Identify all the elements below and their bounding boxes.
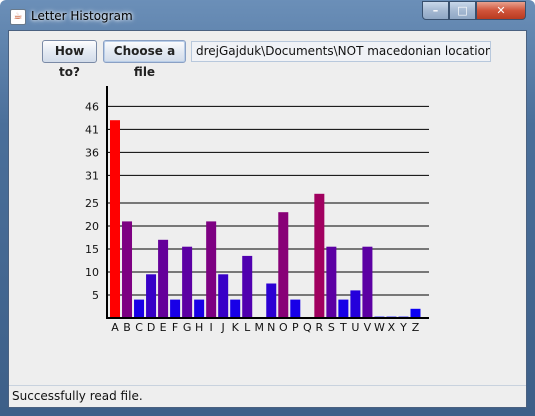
- status-text: Successfully read file.: [12, 389, 143, 403]
- bar-r: [314, 193, 325, 318]
- file-path-field[interactable]: drejGajduk\Documents\NOT macedonian loca…: [191, 41, 491, 62]
- x-tick-label: X: [388, 321, 396, 334]
- maximize-button[interactable]: □: [449, 1, 476, 20]
- bar-s: [326, 246, 337, 318]
- x-tick-label: Y: [399, 321, 407, 334]
- bar-l: [242, 255, 253, 318]
- x-tick-label: G: [183, 321, 192, 334]
- x-tick-label: I: [210, 321, 213, 334]
- bar-e: [158, 239, 169, 318]
- bar-d: [146, 274, 157, 318]
- bar-h: [194, 299, 205, 318]
- y-tick-label: 36: [85, 146, 99, 159]
- y-tick-label: 15: [85, 243, 99, 256]
- bar-v: [362, 246, 373, 318]
- x-tick-label: L: [244, 321, 251, 334]
- x-tick-label: J: [221, 321, 225, 334]
- x-tick-label: P: [292, 321, 299, 334]
- how-to-button[interactable]: How to?: [42, 40, 97, 79]
- x-tick-label: C: [135, 321, 143, 334]
- close-icon: ✕: [496, 4, 506, 17]
- x-tick-label: H: [195, 321, 203, 334]
- content-pane: How to? Choose a file drejGajduk\Documen…: [8, 30, 527, 408]
- minimize-icon: –: [432, 4, 439, 17]
- bar-j: [218, 274, 229, 318]
- y-tick-label: 20: [85, 220, 99, 233]
- bar-k: [230, 299, 241, 318]
- x-tick-label: V: [364, 321, 372, 334]
- minimize-button[interactable]: –: [422, 1, 449, 20]
- bar-u: [350, 290, 361, 318]
- x-tick-label: Q: [303, 321, 312, 334]
- bar-g: [182, 246, 193, 318]
- y-tick-label: 46: [85, 100, 99, 113]
- status-separator: [9, 385, 526, 386]
- bar-b: [122, 221, 133, 318]
- x-tick-label: K: [232, 321, 240, 334]
- bar-p: [290, 299, 301, 318]
- bar-o: [278, 212, 289, 318]
- x-tick-label: T: [339, 321, 347, 334]
- x-tick-label: O: [279, 321, 288, 334]
- x-tick-label: M: [254, 321, 264, 334]
- x-tick-label: S: [328, 321, 335, 334]
- bar-t: [338, 299, 349, 318]
- x-tick-label: F: [172, 321, 178, 334]
- x-tick-label: B: [123, 321, 131, 334]
- x-tick-label: R: [316, 321, 324, 334]
- bar-f: [170, 299, 181, 318]
- close-button[interactable]: ✕: [476, 1, 526, 20]
- x-tick-label: Z: [412, 321, 420, 334]
- x-tick-label: W: [374, 321, 385, 334]
- y-tick-label: 10: [85, 266, 99, 279]
- x-tick-label: A: [111, 321, 119, 334]
- letter-histogram-chart: 5 10 15 20 25 31 36 41 46 A B C D E F G H I J K L M N O P Q R S T U V W…: [85, 86, 429, 334]
- bar-i: [206, 221, 217, 318]
- bar-n: [266, 283, 277, 318]
- y-tick-label: 31: [85, 169, 99, 182]
- bar-c: [134, 299, 145, 318]
- x-tick-label: E: [160, 321, 167, 334]
- y-tick-label: 41: [85, 123, 99, 136]
- bar-a: [110, 120, 120, 318]
- x-tick-label: N: [267, 321, 275, 334]
- choose-file-button[interactable]: Choose a file: [103, 40, 186, 79]
- window-title: Letter Histogram: [31, 9, 133, 23]
- y-tick-label: 25: [85, 197, 99, 210]
- title-bar[interactable]: ☕ Letter Histogram – □ ✕: [0, 0, 535, 30]
- x-tick-label: U: [351, 321, 359, 334]
- java-cup-icon: ☕: [10, 9, 26, 25]
- bar-z: [410, 308, 421, 318]
- y-tick-label: 5: [92, 289, 99, 302]
- maximize-icon: □: [457, 4, 468, 17]
- x-tick-label: D: [147, 321, 155, 334]
